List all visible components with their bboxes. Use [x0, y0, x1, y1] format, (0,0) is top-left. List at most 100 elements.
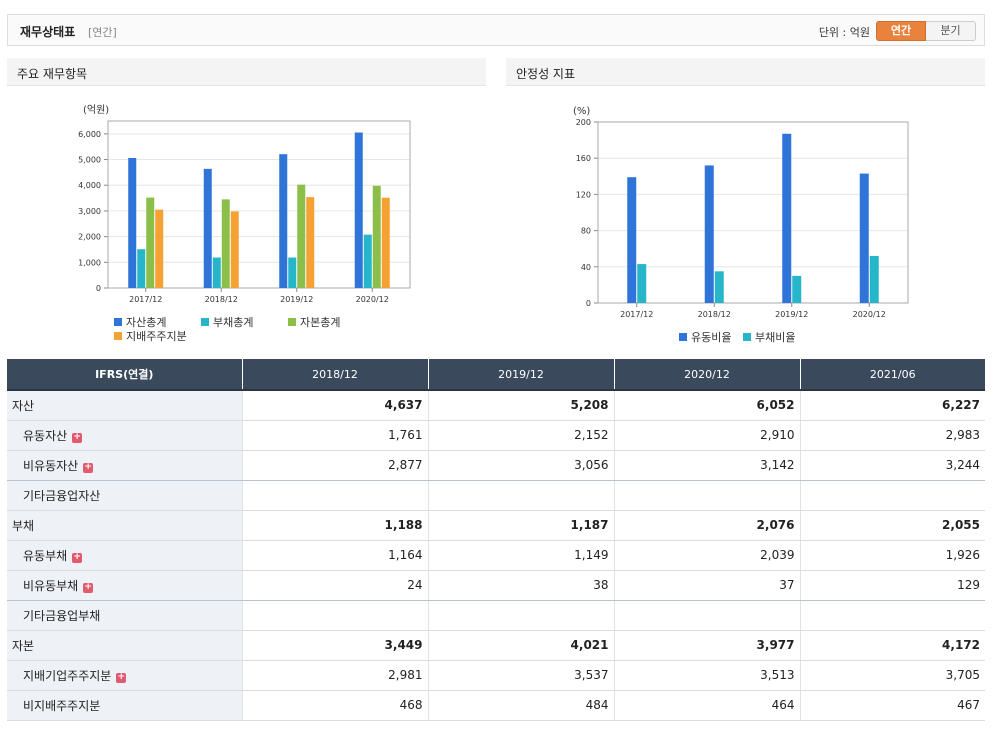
- bar-3-3: [297, 184, 306, 288]
- table-header-row: IFRS(연결) 2018/12 2019/12 2020/12 2021/06: [7, 359, 985, 391]
- value-cell: 4,172: [799, 630, 985, 661]
- legend-label: 지배주주지분: [126, 330, 187, 343]
- bar-1-3: [782, 133, 792, 303]
- expand-plus-icon[interactable]: +: [83, 581, 94, 593]
- value-cell: 3,705: [799, 660, 985, 691]
- value-cell: [613, 480, 800, 511]
- value-cell: 1,926: [799, 540, 985, 571]
- y-axis-label: (%): [573, 106, 590, 117]
- bar-4-2: [230, 211, 239, 288]
- bar-1-1: [128, 157, 137, 288]
- y-tick-label: 6,000: [78, 130, 101, 139]
- x-tick-label: 2018/12: [205, 295, 238, 304]
- x-tick-label: 2019/12: [280, 295, 313, 304]
- main-financials-title: 주요 재무항목: [7, 58, 486, 86]
- y-tick-label: 40: [581, 263, 591, 272]
- y-tick-label: 4,000: [78, 181, 101, 190]
- stability-panel: 안정성 지표 (%) 0 40 80 120 160 200 2017/12 2018/12 20…: [506, 58, 985, 356]
- stability-chart: (%) 0 40 80 120 160 200 2017/12 2018/12 2019/12 20…: [573, 106, 909, 344]
- x-tick-label: 2020/12: [356, 295, 389, 304]
- y-tick-label: 200: [576, 118, 591, 127]
- stability-title: 안정성 지표: [506, 58, 985, 86]
- row-label-cell: 유동자산 +: [7, 420, 242, 451]
- section-header: 재무상태표 [연간] 단위 : 억원 연간 분기: [7, 14, 985, 46]
- row-label-cell: 부채: [7, 510, 242, 541]
- page-title: 재무상태표: [20, 25, 76, 39]
- table-row: 비유동자산 +2,877 3,056 3,142 3,244: [7, 450, 985, 481]
- legend-label: 유동비율: [691, 331, 731, 344]
- row-label: 자산: [12, 398, 35, 413]
- row-label: 지배기업주주지분: [23, 668, 112, 683]
- bar-2-4: [363, 234, 372, 288]
- table-row: 부채 1,188 1,187 2,076 2,055: [7, 510, 985, 541]
- legend-label: 자산총계: [126, 316, 166, 329]
- value-cell: 1,188: [241, 510, 428, 541]
- column-header: 2019/12: [427, 359, 614, 391]
- y-axis-label: (억원): [83, 104, 109, 116]
- value-cell: 1,164: [241, 540, 428, 571]
- bar-3-2: [221, 199, 230, 288]
- table-row: 기타금융업자산: [7, 480, 985, 511]
- value-cell: 3,449: [241, 630, 428, 661]
- value-cell: 468: [241, 690, 428, 721]
- value-cell: 2,039: [613, 540, 800, 571]
- value-cell: 3,513: [613, 660, 800, 691]
- legend-swatch: [679, 333, 687, 341]
- y-tick-label: 5,000: [78, 156, 101, 165]
- expand-plus-icon[interactable]: +: [72, 431, 83, 443]
- row-label-cell: 비유동부채 +: [7, 570, 242, 601]
- value-cell: 4,637: [241, 390, 428, 421]
- ifrs-header: IFRS(연결): [7, 359, 242, 391]
- expand-plus-icon[interactable]: +: [116, 671, 127, 683]
- y-tick-label: 160: [576, 154, 591, 163]
- x-tick-label: 2019/12: [775, 310, 808, 319]
- bar-1-4: [354, 132, 363, 288]
- expand-plus-icon[interactable]: +: [83, 461, 94, 473]
- table-row: 지배기업주주지분 +2,981 3,537 3,513 3,705: [7, 660, 985, 691]
- value-cell: [799, 480, 985, 511]
- value-cell: 2,152: [427, 420, 614, 451]
- unit-label: 단위 : 억원: [818, 26, 870, 39]
- annual-button[interactable]: 연간: [876, 21, 926, 41]
- value-cell: [241, 480, 428, 511]
- value-cell: [613, 600, 800, 631]
- value-cell: 2,981: [241, 660, 428, 691]
- bar-2-3: [288, 257, 297, 288]
- value-cell: 3,977: [613, 630, 800, 661]
- plot-frame: [107, 120, 411, 289]
- bar-2-1: [637, 264, 647, 303]
- value-cell: 6,052: [613, 390, 800, 421]
- period-toggle: 연간 분기: [876, 21, 976, 41]
- value-cell: 3,142: [613, 450, 800, 481]
- row-label: 유동부채: [23, 548, 68, 563]
- bar-1-2: [203, 168, 212, 288]
- bar-1-2: [704, 165, 714, 303]
- row-label-cell: 지배기업주주지분 +: [7, 660, 242, 691]
- expand-plus-icon[interactable]: +: [72, 551, 83, 563]
- column-header: 2020/12: [613, 359, 800, 391]
- quarterly-button[interactable]: 분기: [926, 21, 976, 41]
- value-cell: 2,983: [799, 420, 985, 451]
- value-cell: [427, 480, 614, 511]
- value-cell: 6,227: [799, 390, 985, 421]
- value-cell: 38: [427, 570, 614, 601]
- table-row: 자산 4,637 5,208 6,052 6,227: [7, 390, 985, 421]
- row-label: 부채: [12, 518, 35, 533]
- value-cell: 129: [799, 570, 985, 601]
- table-row: 유동부채 +1,164 1,149 2,039 1,926: [7, 540, 985, 571]
- row-label: 기타금융업부채: [23, 608, 101, 623]
- value-cell: 37: [613, 570, 800, 601]
- bar-2-4: [869, 255, 879, 303]
- period-label: [연간]: [88, 26, 117, 39]
- value-cell: 467: [799, 690, 985, 721]
- y-tick-label: 120: [576, 190, 591, 199]
- row-label: 비유동부채: [23, 578, 79, 593]
- plot-area: [597, 121, 909, 304]
- row-label-cell: 비유동자산 +: [7, 450, 242, 481]
- legend-label: 부채총계: [213, 316, 253, 329]
- legend-swatch: [114, 318, 122, 326]
- row-label-cell: 자산: [7, 390, 242, 421]
- row-label: 기타금융업자산: [23, 488, 101, 503]
- x-tick-label: 2020/12: [853, 310, 886, 319]
- value-cell: 1,761: [241, 420, 428, 451]
